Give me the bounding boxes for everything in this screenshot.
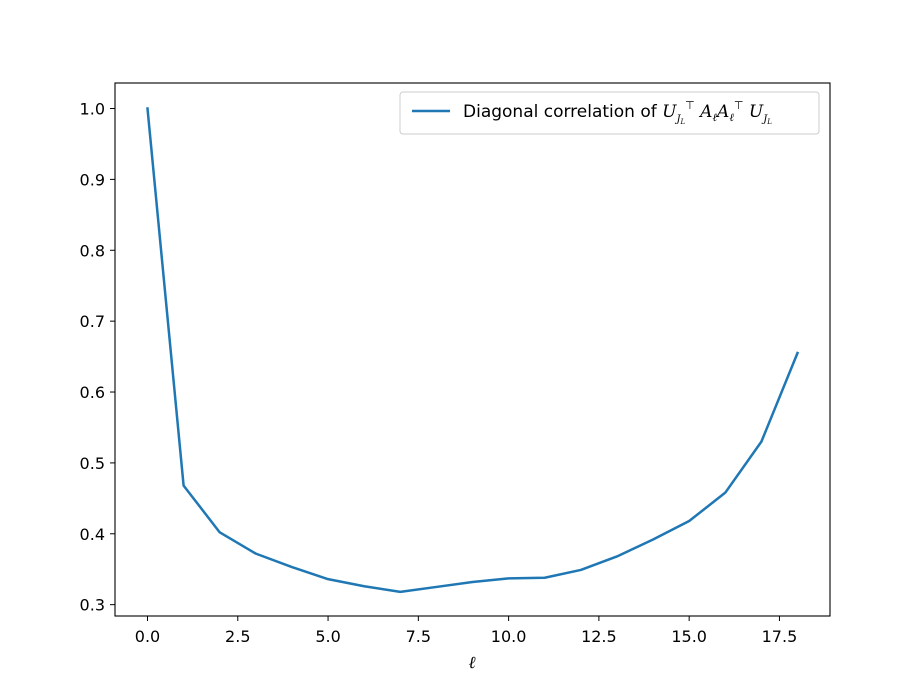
legend-math-a: A <box>695 102 713 122</box>
y-tick-label: 1.0 <box>80 100 105 119</box>
y-axis: 0.3 0.4 0.5 0.6 0.7 0.8 0.9 1.0 <box>80 100 115 615</box>
legend: Diagonal correlation of UJL⊤ AℓAℓ⊤ UJL <box>399 91 820 135</box>
legend-math-u2: U <box>744 102 764 122</box>
series-line <box>146 107 800 594</box>
y-tick-label: 0.6 <box>80 383 105 402</box>
x-tick-label: 12.5 <box>581 627 617 646</box>
legend-box <box>399 91 820 135</box>
x-tick-label: 10.0 <box>491 627 527 646</box>
legend-math-transpose: ⊤ <box>685 99 695 112</box>
y-tick-label: 0.5 <box>80 454 105 473</box>
y-tick-label: 0.3 <box>80 596 105 615</box>
x-axis: 0.0 2.5 5.0 7.5 10.0 12.5 15.0 17.5 <box>135 616 797 646</box>
x-tick-label: 7.5 <box>406 627 431 646</box>
x-tick-label: 5.0 <box>315 627 340 646</box>
legend-math-u2-subsub: L <box>766 118 772 126</box>
legend-math-sub: J <box>674 114 681 125</box>
plot-frame <box>114 82 831 617</box>
legend-text-prefix: Diagonal correlation of <box>463 102 662 122</box>
x-tick-label: 0.0 <box>135 627 160 646</box>
legend-math-u2-sub: J <box>761 114 768 125</box>
legend-math-transpose2: ⊤ <box>734 99 744 112</box>
y-tick-label: 0.4 <box>80 525 105 544</box>
x-tick-label: 17.5 <box>762 627 798 646</box>
y-tick-label: 0.9 <box>80 170 105 189</box>
legend-math-a2-sub: ℓ <box>729 111 734 124</box>
legend-math-a-sub: ℓ <box>712 111 717 124</box>
y-tick-label: 0.7 <box>80 312 105 331</box>
legend-math-a2: A <box>715 102 729 122</box>
x-tick-label: 2.5 <box>225 627 250 646</box>
plot-area <box>146 107 800 594</box>
x-axis-label: ℓ <box>468 653 475 673</box>
x-tick-label: 15.0 <box>671 627 707 646</box>
y-tick-label: 0.8 <box>80 241 105 260</box>
legend-series-label: Diagonal correlation of UJL⊤ AℓAℓ⊤ UJL <box>463 99 772 126</box>
legend-math-subsub: L <box>680 118 686 126</box>
legend-math-u: U <box>662 102 677 122</box>
